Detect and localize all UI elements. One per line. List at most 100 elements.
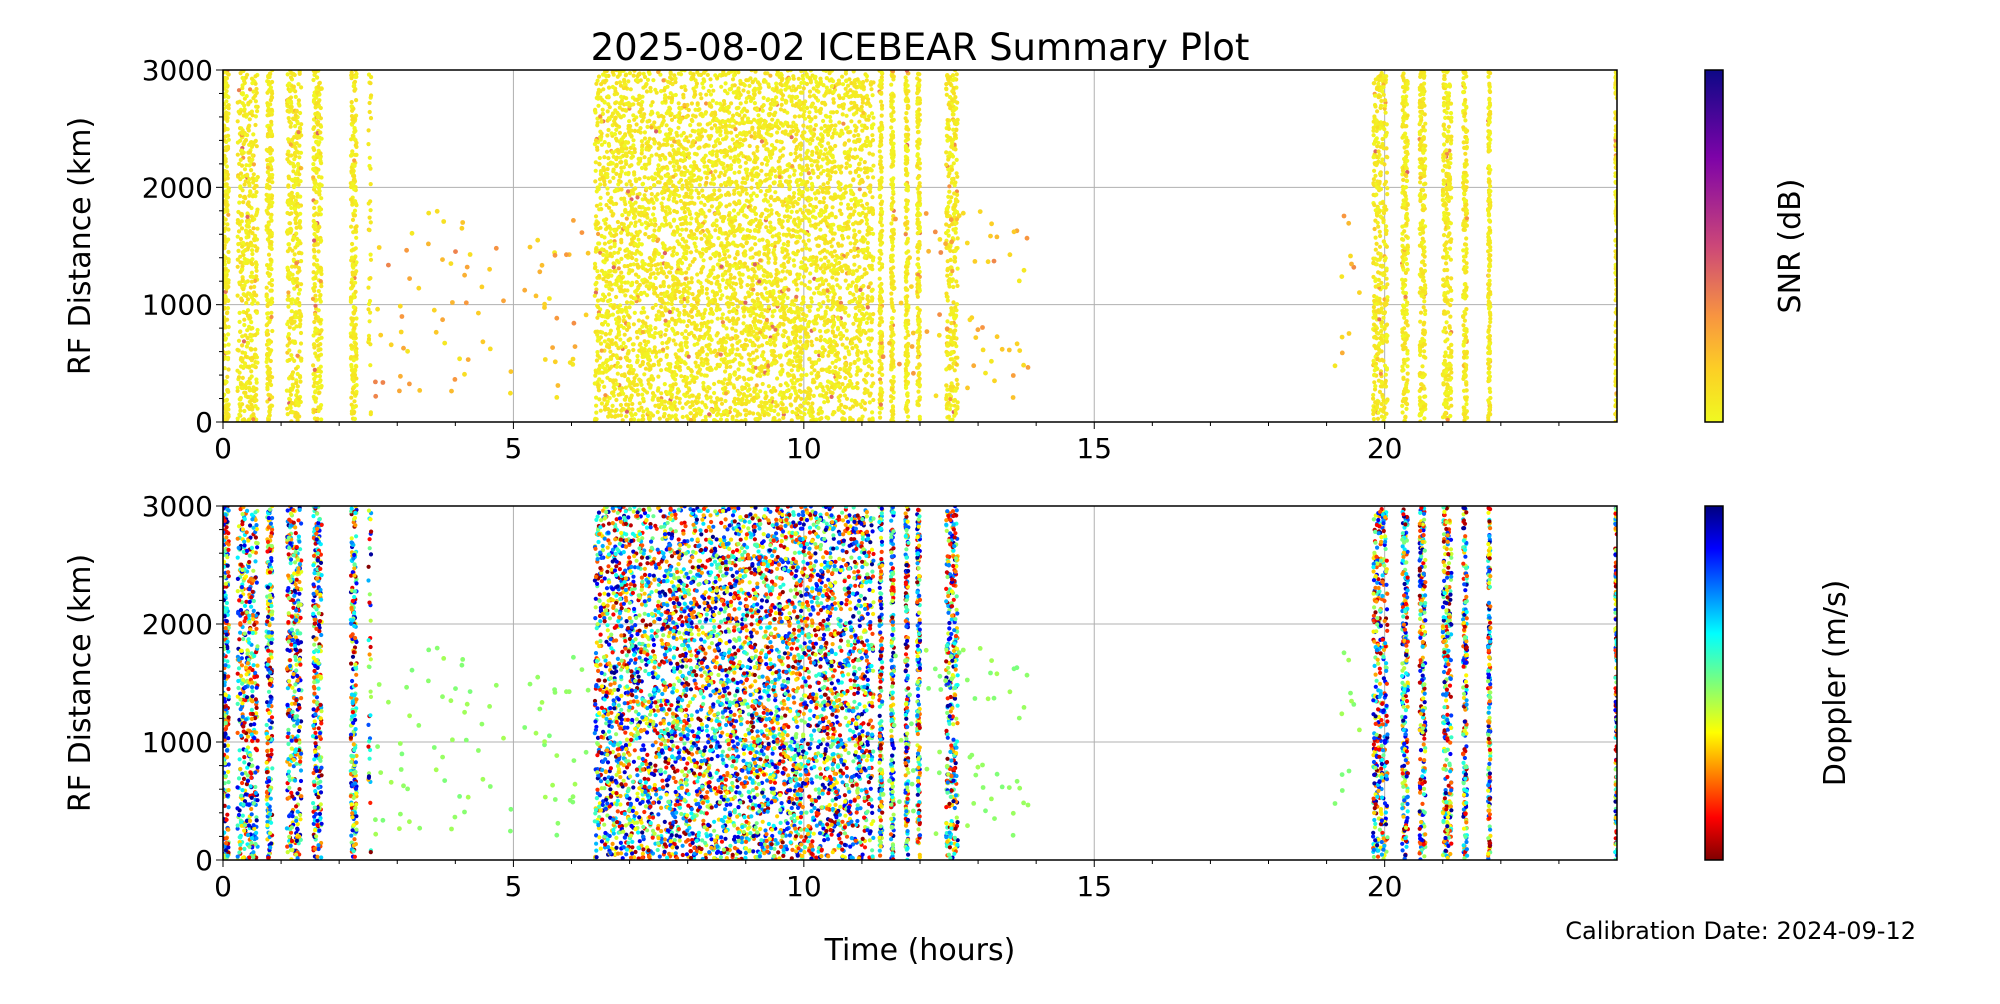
data-point [731, 292, 735, 296]
data-point [311, 286, 315, 290]
data-point [739, 151, 743, 155]
data-point [765, 271, 769, 275]
data-point [640, 222, 644, 226]
data-point [635, 360, 639, 364]
data-point [649, 218, 653, 222]
data-point [317, 192, 321, 196]
data-point [687, 108, 691, 112]
data-point [863, 160, 867, 164]
data-point [653, 263, 657, 267]
data-point [227, 72, 231, 76]
data-point [629, 295, 633, 299]
data-point [440, 317, 445, 322]
data-point [743, 253, 747, 257]
data-point [351, 273, 355, 277]
data-point [287, 348, 291, 352]
data-point [607, 144, 611, 148]
data-point [252, 389, 256, 393]
data-point [267, 186, 271, 190]
data-point [608, 350, 612, 354]
data-point [481, 339, 486, 344]
data-point [288, 341, 292, 345]
data-point [299, 259, 303, 263]
data-point [366, 286, 370, 290]
data-point [619, 231, 623, 235]
data-point [224, 403, 228, 407]
data-point [241, 200, 245, 204]
data-point [601, 293, 605, 297]
data-point [670, 77, 674, 81]
data-point [369, 412, 373, 416]
data-point [227, 278, 231, 282]
data-point [643, 339, 647, 343]
data-point [241, 91, 245, 95]
data-point [626, 79, 630, 83]
data-point [666, 205, 670, 209]
data-point [860, 148, 864, 152]
data-point [810, 401, 814, 405]
data-point [250, 326, 254, 330]
data-point [237, 221, 241, 225]
data-point [550, 345, 555, 350]
data-point [789, 402, 793, 406]
data-point [812, 291, 816, 295]
data-point [255, 109, 259, 113]
data-point [246, 341, 250, 345]
data-point [713, 228, 717, 232]
data-point [269, 120, 273, 124]
data-point [265, 323, 269, 327]
data-point [268, 407, 272, 411]
data-point [354, 290, 358, 294]
data-point [251, 417, 255, 421]
data-point [239, 296, 243, 300]
data-point [785, 111, 789, 115]
data-point [224, 99, 228, 103]
data-point [656, 163, 660, 167]
data-point [238, 260, 242, 264]
data-point [254, 393, 258, 397]
data-point [368, 81, 372, 85]
data-point [570, 362, 575, 367]
data-point [810, 343, 814, 347]
data-point [317, 308, 321, 312]
data-point [718, 363, 722, 367]
data-point [468, 252, 473, 257]
data-point [312, 243, 316, 247]
data-point [623, 398, 627, 402]
data-point [819, 213, 823, 217]
data-point [314, 316, 318, 320]
data-point [508, 391, 513, 396]
data-point [270, 173, 274, 177]
data-point [689, 310, 693, 314]
data-point [432, 308, 437, 313]
data-point [705, 176, 709, 180]
data-point [797, 77, 801, 81]
data-point [656, 167, 660, 171]
data-point [315, 381, 319, 385]
data-point [226, 250, 230, 254]
data-point [236, 235, 240, 239]
data-point [311, 297, 315, 301]
data-point [822, 400, 826, 404]
data-point [250, 280, 254, 284]
data-point [224, 284, 228, 288]
data-point [298, 375, 302, 379]
data-point [480, 285, 485, 290]
data-point [286, 150, 290, 154]
data-point [237, 229, 241, 233]
data-point [712, 276, 716, 280]
data-point [845, 114, 849, 118]
data-point [603, 140, 607, 144]
data-point [318, 342, 322, 346]
data-point [236, 386, 240, 390]
data-point [312, 377, 316, 381]
data-point [740, 264, 744, 268]
data-point [870, 295, 874, 299]
data-point [400, 314, 405, 319]
data-point [653, 219, 657, 223]
data-point [843, 388, 847, 392]
data-point [824, 256, 828, 260]
data-point [236, 175, 240, 179]
data-point [313, 368, 317, 372]
data-point [791, 234, 795, 238]
